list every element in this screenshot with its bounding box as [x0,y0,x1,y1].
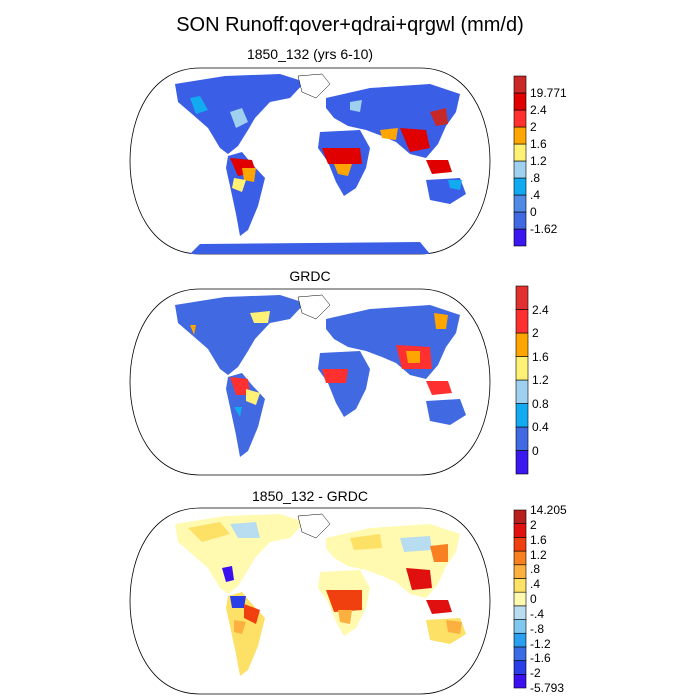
panel-3-title: 1850_132 - GRDC [252,488,368,504]
panel-2-colorbar [515,285,529,475]
colorbar-label: -2 [530,666,541,681]
colorbar-label: .4 [530,188,541,202]
colorbar-label: .4 [530,577,541,592]
colorbar-label: 0.4 [532,420,549,434]
colorbar-swatch [513,646,527,661]
africa [318,351,370,417]
colorbar-label: 2 [530,517,537,532]
colorbar-label: 0 [530,592,537,606]
colorbar-label: 0 [530,205,537,219]
colorbar-swatch [513,632,527,648]
colorbar-swatch [513,550,527,566]
colorbar-label: 1.2 [532,373,549,387]
colorbar-label: -.8 [530,621,545,636]
greenland [297,294,331,320]
colorbar-swatch [513,605,527,620]
colorbar-label: -1.6 [530,651,551,666]
colorbar-label: -1.62 [530,222,558,236]
colorbar-swatch [513,591,527,607]
colorbar-label: 2 [532,326,539,340]
panel-3-colorbar [513,509,527,689]
colorbar-label: 19.771 [530,86,567,100]
colorbar-label: 2 [530,120,537,134]
colorbar-label: 2.4 [530,103,547,117]
antarctica [190,242,430,254]
colorbar-swatch [513,509,527,524]
colorbar-swatch [513,619,527,634]
colorbar-swatch [513,564,527,579]
colorbar-swatch [513,523,527,538]
australia [426,399,466,425]
colorbar-label: -.4 [530,606,545,621]
colorbar-swatch [513,660,527,675]
colorbar-swatch [513,578,527,593]
colorbar-label: 1.2 [530,547,547,562]
colorbar-label: .8 [530,562,541,577]
panel-1-title: 1850_132 (yrs 6-10) [246,46,374,62]
panel-2-title: GRDC [289,268,331,284]
colorbar-swatch [513,674,527,689]
colorbar-label: 2.4 [532,302,549,317]
greenland [297,73,331,99]
colorbar-label: -5.793 [530,681,565,695]
colorbar-label: 1.6 [532,349,549,364]
colorbar-label: 1.6 [530,532,547,547]
colorbar-swatch [515,285,529,310]
north-america [175,295,305,375]
colorbar-label: 1.6 [530,137,547,151]
colorbar-swatch [513,75,527,94]
colorbar-label: 14.205 [530,503,567,517]
greenland [297,513,331,539]
colorbar-label: 0 [532,443,539,458]
colorbar-label: .8 [530,171,541,185]
colorbar-label: 0.8 [532,396,549,411]
colorbar-label: 1.2 [530,154,547,168]
colorbar-label: -1.2 [530,636,551,651]
panel-1-colorbar [513,75,527,247]
figure-title: SON Runoff:qover+qdrai+qrgwl (mm/d) [176,14,524,36]
colorbar-swatch [513,537,527,552]
